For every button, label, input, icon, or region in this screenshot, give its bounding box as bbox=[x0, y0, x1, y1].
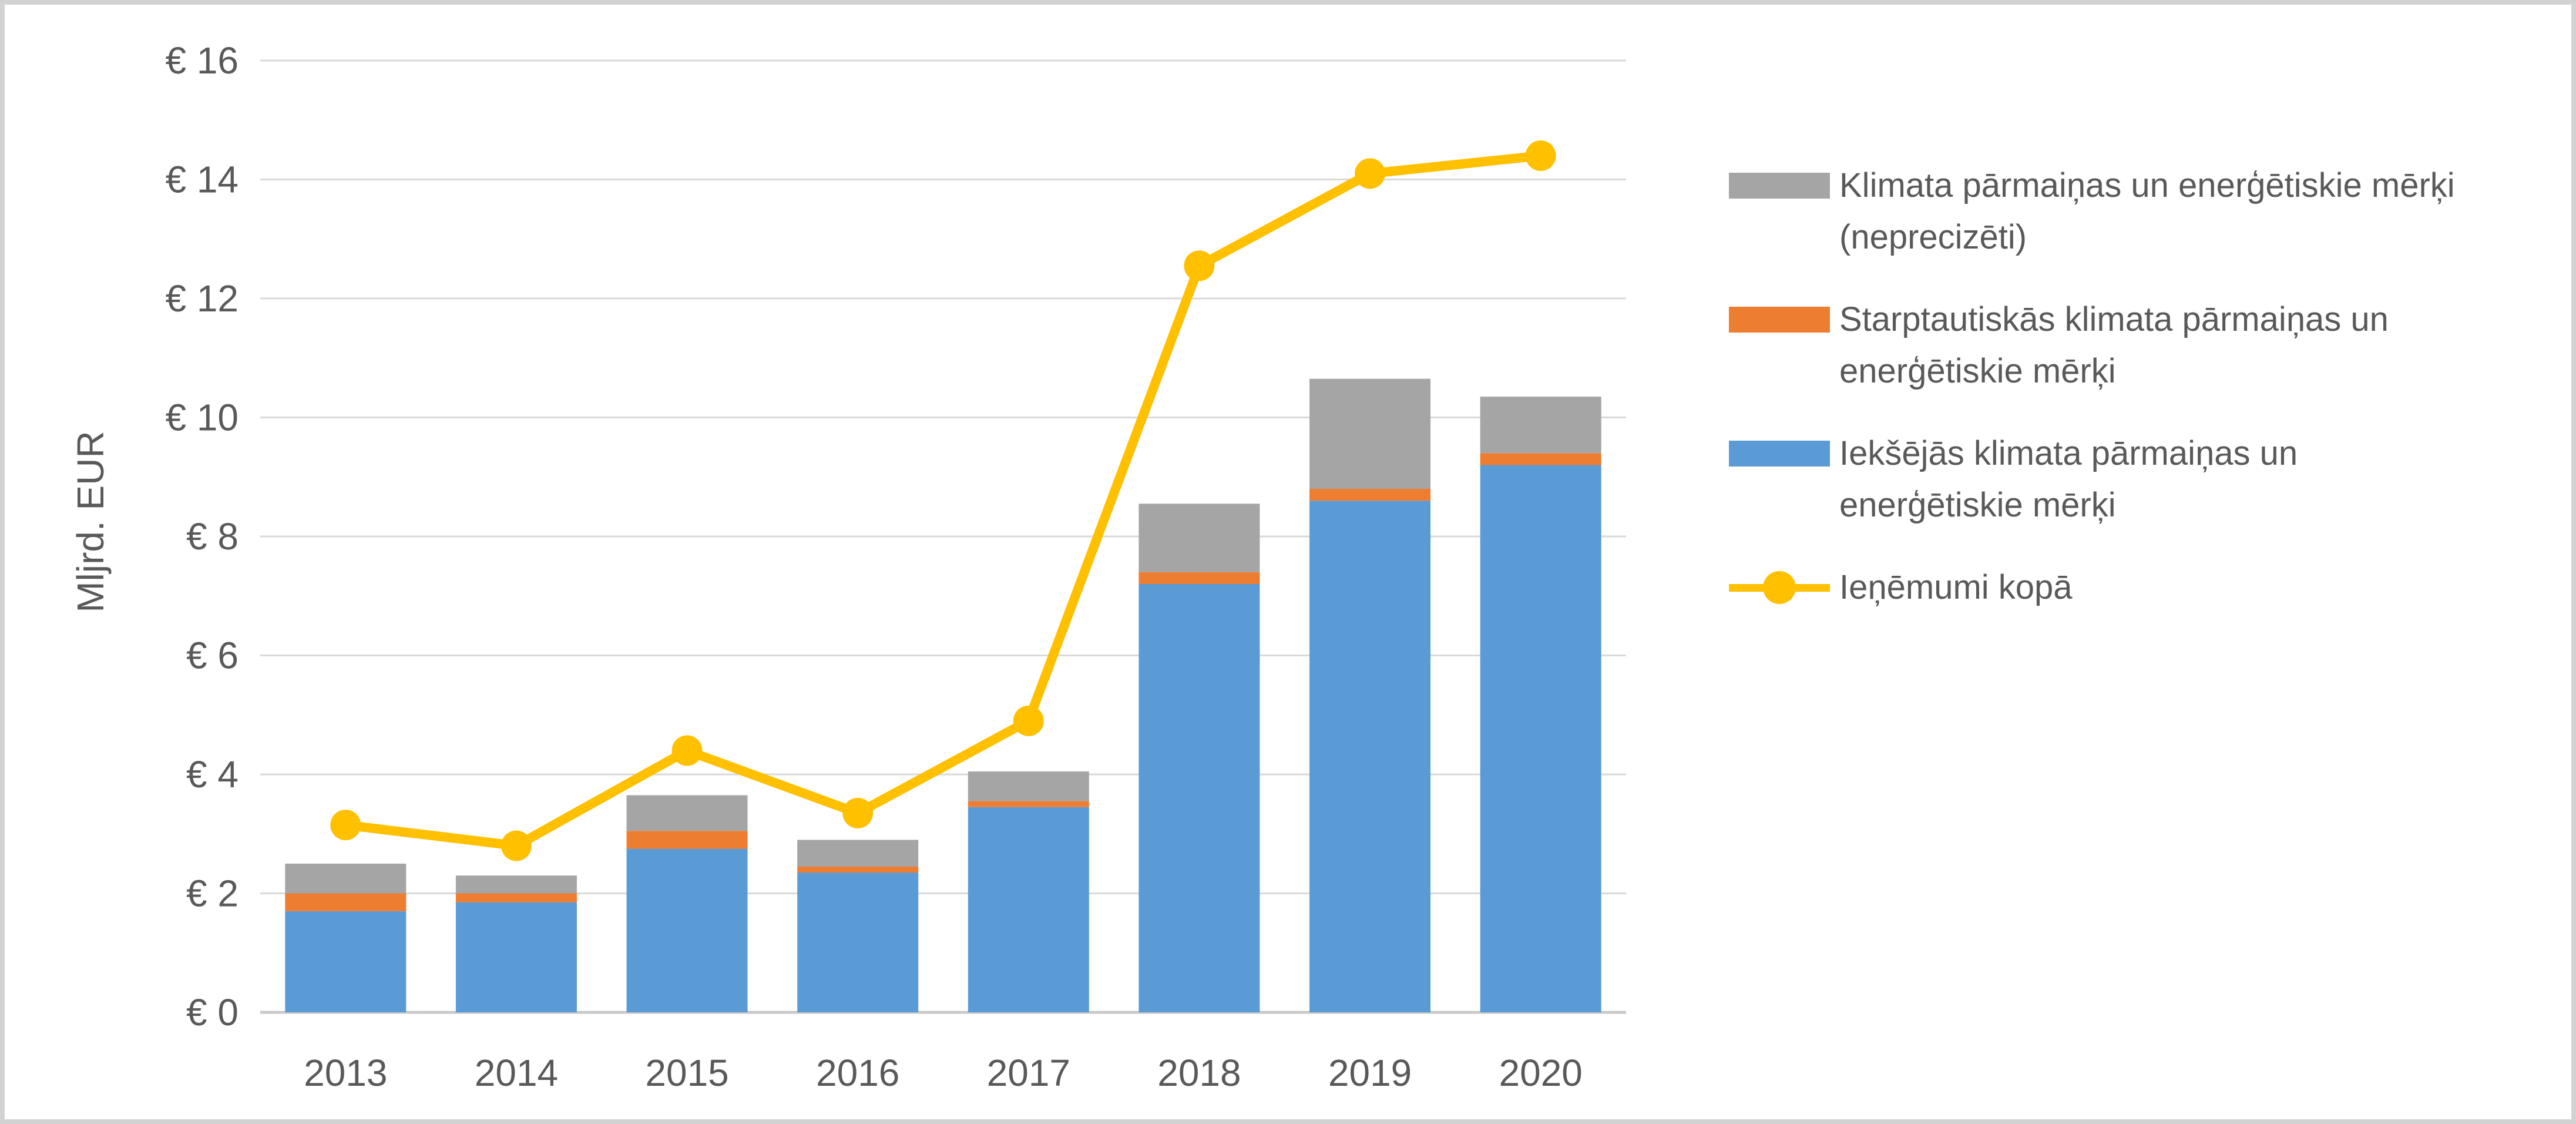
bar-segment-starptautiskie-merki bbox=[626, 831, 748, 849]
bar-segment-neprecizeti-merki bbox=[1138, 504, 1260, 572]
y-tick-label: € 0 bbox=[186, 991, 239, 1034]
revenue-line-marker bbox=[671, 735, 703, 766]
bar-segment-neprecizeti-merki bbox=[968, 771, 1089, 801]
bar-segment-starptautiskie-merki bbox=[1138, 572, 1260, 584]
legend-line-marker-icon bbox=[1729, 571, 1830, 604]
legend-item-label: Ieņēmumi kopā bbox=[1839, 568, 2073, 606]
revenue-line-marker bbox=[1355, 158, 1386, 189]
x-tick-label: 2013 bbox=[304, 1052, 387, 1094]
legend-item: Starptautiskās klimata pārmaiņas un ener… bbox=[1729, 294, 2563, 397]
x-tick-label: 2020 bbox=[1499, 1052, 1583, 1094]
x-tick-label: 2015 bbox=[645, 1052, 728, 1094]
revenue-line-marker bbox=[330, 810, 361, 841]
y-tick-label: € 8 bbox=[186, 515, 239, 558]
y-tick-label: € 12 bbox=[165, 277, 239, 320]
y-tick-label: € 6 bbox=[186, 635, 239, 677]
legend-item: Ieņēmumi kopā bbox=[1729, 562, 2563, 613]
legend-marker-dot-icon bbox=[1763, 571, 1796, 604]
legend-item: Klimata pārmaiņas un enerģētiskie mērķi … bbox=[1729, 160, 2563, 263]
legend-item-label: Klimata pārmaiņas un enerģētiskie mērķi … bbox=[1839, 166, 2455, 256]
bar-segment-starptautiskie-merki bbox=[797, 866, 919, 873]
x-tick-label: 2019 bbox=[1328, 1052, 1412, 1094]
bar-segment-starptautiskie-merki bbox=[968, 801, 1089, 807]
revenue-line-marker bbox=[1013, 705, 1044, 736]
y-tick-label: € 4 bbox=[186, 753, 239, 796]
bar-segment-ieksejas-merki bbox=[1309, 501, 1431, 1012]
y-axis-title: Mljrd. EUR bbox=[69, 431, 112, 612]
y-tick-label: € 10 bbox=[165, 397, 239, 439]
y-tick-label: € 16 bbox=[165, 39, 239, 82]
legend: Klimata pārmaiņas un enerģētiskie mērķi … bbox=[1729, 160, 2563, 613]
bar-segment-neprecizeti-merki bbox=[285, 863, 407, 894]
revenue-line bbox=[341, 151, 1546, 851]
bar-segment-neprecizeti-merki bbox=[1309, 378, 1431, 489]
bar-segment-neprecizeti-merki bbox=[797, 840, 919, 867]
bar-segment-ieksejas-merki bbox=[285, 911, 407, 1012]
revenue-line-marker bbox=[1525, 140, 1556, 171]
legend-swatch-icon bbox=[1729, 173, 1830, 199]
x-tick-label: 2017 bbox=[987, 1052, 1070, 1094]
bar-segment-ieksejas-merki bbox=[626, 848, 748, 1012]
bar-segment-ieksejas-merki bbox=[797, 873, 919, 1012]
bar-segment-neprecizeti-merki bbox=[1480, 397, 1601, 454]
bar-segment-ieksejas-merki bbox=[1138, 584, 1260, 1012]
legend-item-label: Iekšējās klimata pārmaiņas un enerģētisk… bbox=[1839, 434, 2298, 524]
revenue-line-marker bbox=[842, 797, 874, 828]
bar-segment-starptautiskie-merki bbox=[1480, 453, 1601, 465]
legend-item-label: Starptautiskās klimata pārmaiņas un ener… bbox=[1839, 300, 2389, 390]
legend-swatch-icon bbox=[1729, 441, 1830, 467]
y-tick-label: € 14 bbox=[165, 159, 239, 201]
bar-segment-ieksejas-merki bbox=[968, 807, 1089, 1012]
bar-segment-starptautiskie-merki bbox=[455, 893, 577, 902]
legend-swatch-icon bbox=[1729, 307, 1830, 333]
revenue-line-marker bbox=[1184, 250, 1215, 281]
chart-canvas: € 16 € 14 € 12 € 10 € 8 € 6 € 4 € 2 € 0 2013 2014 2… bbox=[69, 39, 1626, 1094]
x-tick-label: 2016 bbox=[816, 1052, 899, 1094]
bar-segment-neprecizeti-merki bbox=[626, 795, 748, 831]
legend-item: Iekšējās klimata pārmaiņas un enerģētisk… bbox=[1729, 428, 2563, 531]
bar-segment-ieksejas-merki bbox=[455, 902, 577, 1012]
bar-segment-starptautiskie-merki bbox=[1309, 489, 1431, 501]
x-tick-label: 2014 bbox=[475, 1052, 558, 1094]
bar-segment-neprecizeti-merki bbox=[455, 875, 577, 894]
y-tick-label: € 2 bbox=[186, 873, 239, 915]
bar-segment-ieksejas-merki bbox=[1480, 465, 1601, 1012]
revenue-line-marker bbox=[501, 830, 532, 861]
x-tick-label: 2018 bbox=[1157, 1052, 1241, 1094]
bar-segment-starptautiskie-merki bbox=[285, 893, 407, 911]
